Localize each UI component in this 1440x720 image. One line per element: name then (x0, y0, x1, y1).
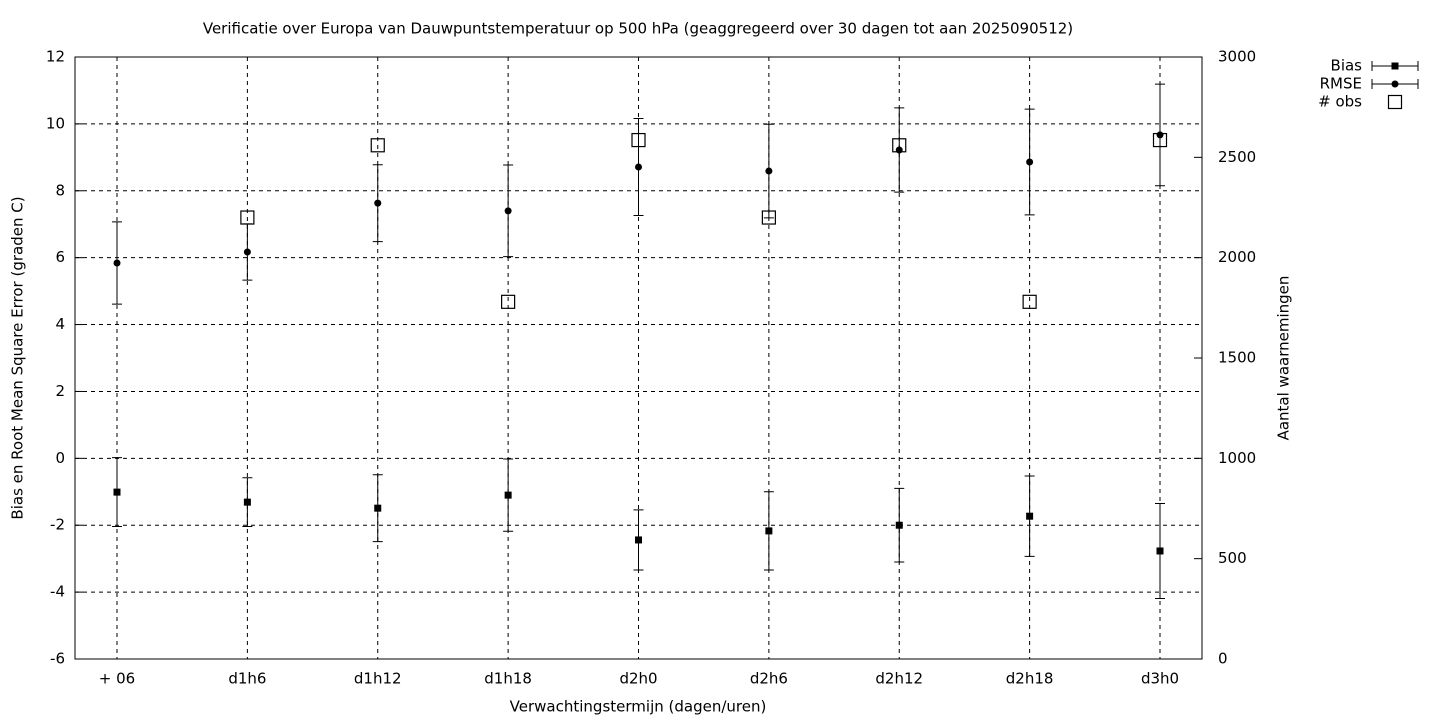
legend-label: RMSE (1320, 75, 1362, 93)
data-point (113, 259, 121, 267)
data-point (374, 504, 382, 512)
data-point (892, 138, 907, 153)
x-tick-label: d1h18 (484, 670, 532, 688)
chart-title: Verificatie over Europa van Dauwpuntstem… (203, 20, 1073, 38)
legend-marker (1391, 62, 1399, 70)
data-point (501, 294, 516, 309)
data-point (895, 146, 903, 154)
y-tick-label: 4 (55, 315, 65, 333)
data-point (1022, 294, 1037, 309)
legend-label: Bias (1331, 57, 1363, 75)
data-point (504, 207, 512, 215)
data-point (370, 138, 385, 153)
data-point (761, 210, 776, 225)
data-point (631, 132, 646, 148)
y2-tick-label: 2500 (1218, 148, 1256, 166)
legend-label: # obs (1318, 93, 1362, 111)
y-tick-label: 0 (55, 449, 65, 467)
data-point (243, 248, 251, 256)
y-axis-label: Bias en Root Mean Square Error (graden C… (9, 196, 27, 519)
x-tick-label: d2h18 (1006, 670, 1054, 688)
data-point (765, 527, 773, 535)
y-tick-label: 12 (46, 48, 65, 66)
y-tick-label: 2 (55, 382, 65, 400)
y-tick-label: -2 (50, 516, 65, 534)
y2-tick-label: 0 (1218, 650, 1228, 668)
y2-tick-label: 2000 (1218, 248, 1256, 266)
x-tick-label: + 06 (99, 670, 135, 688)
data-point (1156, 547, 1164, 555)
x-tick-label: d1h12 (354, 670, 402, 688)
data-point (765, 167, 773, 175)
x-tick-label: d2h12 (875, 670, 923, 688)
x-axis-label: Verwachtingstermijn (dagen/uren) (510, 698, 767, 716)
y2-tick-label: 3000 (1218, 48, 1256, 66)
y-tick-label: 10 (46, 114, 65, 132)
y-tick-label: -6 (50, 650, 65, 668)
y2-tick-label: 500 (1218, 549, 1247, 567)
data-point (243, 498, 251, 506)
y-tick-label: 8 (55, 181, 65, 199)
data-point (1026, 158, 1034, 166)
y2-tick-label: 1000 (1218, 449, 1256, 467)
y-tick-label: -4 (50, 583, 65, 601)
x-tick-label: d1h6 (228, 670, 266, 688)
x-tick-label: d2h0 (619, 670, 657, 688)
x-tick-label: d3h0 (1141, 670, 1179, 688)
data-point (1156, 131, 1164, 139)
data-point (240, 210, 255, 225)
y2-tick-label: 1500 (1218, 349, 1256, 367)
y2-axis-label: Aantal waarnemingen (1275, 276, 1293, 441)
data-point (635, 163, 642, 171)
data-point (113, 488, 121, 496)
data-point (504, 491, 512, 499)
data-point (1152, 132, 1168, 148)
y-tick-label: 6 (55, 248, 65, 266)
legend-marker (1387, 94, 1403, 110)
legend-marker (1391, 80, 1399, 88)
data-point (895, 521, 903, 529)
data-point (1026, 512, 1034, 520)
data-point (374, 199, 382, 207)
x-tick-label: d2h6 (750, 670, 788, 688)
data-point (635, 536, 642, 544)
